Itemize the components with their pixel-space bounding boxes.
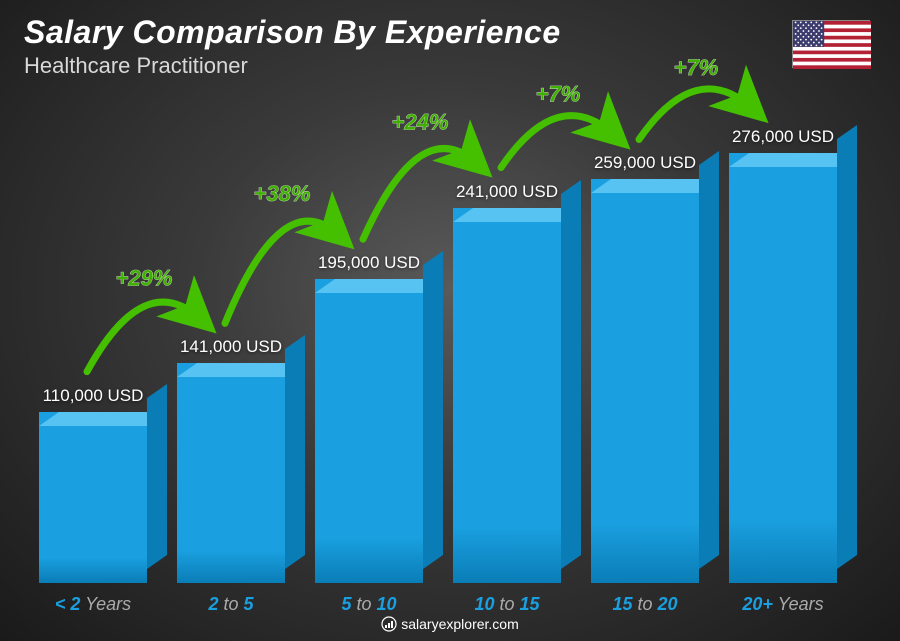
bar <box>453 208 561 583</box>
x-axis-label: 5 to 10 <box>300 594 438 615</box>
bar-value-label: 276,000 USD <box>732 127 834 147</box>
bar-value-label: 110,000 USD <box>43 386 144 406</box>
page-title: Salary Comparison By Experience <box>24 14 561 51</box>
logo-icon <box>381 616 397 635</box>
bar-group: 110,000 USD 141,000 USD 195,000 USD 241,000… <box>24 100 852 583</box>
x-axis-label: < 2 Years <box>24 594 162 615</box>
country-flag-us <box>792 20 870 68</box>
bar-chart: 110,000 USD 141,000 USD 195,000 USD 241,000… <box>24 100 852 583</box>
x-axis-label: 20+ Years <box>714 594 852 615</box>
footer: salaryexplorer.com <box>0 616 900 635</box>
bar-column: 195,000 USD <box>300 100 438 583</box>
bar-value-label: 141,000 USD <box>180 337 282 357</box>
bar-value-label: 195,000 USD <box>318 253 420 273</box>
us-flag-icon <box>793 21 871 69</box>
footer-text: salaryexplorer.com <box>401 616 519 632</box>
bar-column: 259,000 USD <box>576 100 714 583</box>
x-axis-label: 10 to 15 <box>438 594 576 615</box>
bar <box>591 179 699 583</box>
bar-value-label: 241,000 USD <box>456 182 558 202</box>
page-subtitle: Healthcare Practitioner <box>24 53 561 79</box>
bar-column: 276,000 USD <box>714 100 852 583</box>
x-axis-label: 2 to 5 <box>162 594 300 615</box>
bar <box>177 363 285 583</box>
x-axis-labels: < 2 Years2 to 55 to 1010 to 1515 to 2020… <box>24 594 852 615</box>
bar <box>315 279 423 583</box>
bar-column: 141,000 USD <box>162 100 300 583</box>
bar-value-label: 259,000 USD <box>594 153 696 173</box>
x-axis-label: 15 to 20 <box>576 594 714 615</box>
increase-pct-label: +7% <box>674 55 719 80</box>
bar-column: 241,000 USD <box>438 100 576 583</box>
bar <box>729 153 837 583</box>
bar <box>39 412 147 583</box>
header: Salary Comparison By Experience Healthca… <box>24 14 561 79</box>
bar-column: 110,000 USD <box>24 100 162 583</box>
